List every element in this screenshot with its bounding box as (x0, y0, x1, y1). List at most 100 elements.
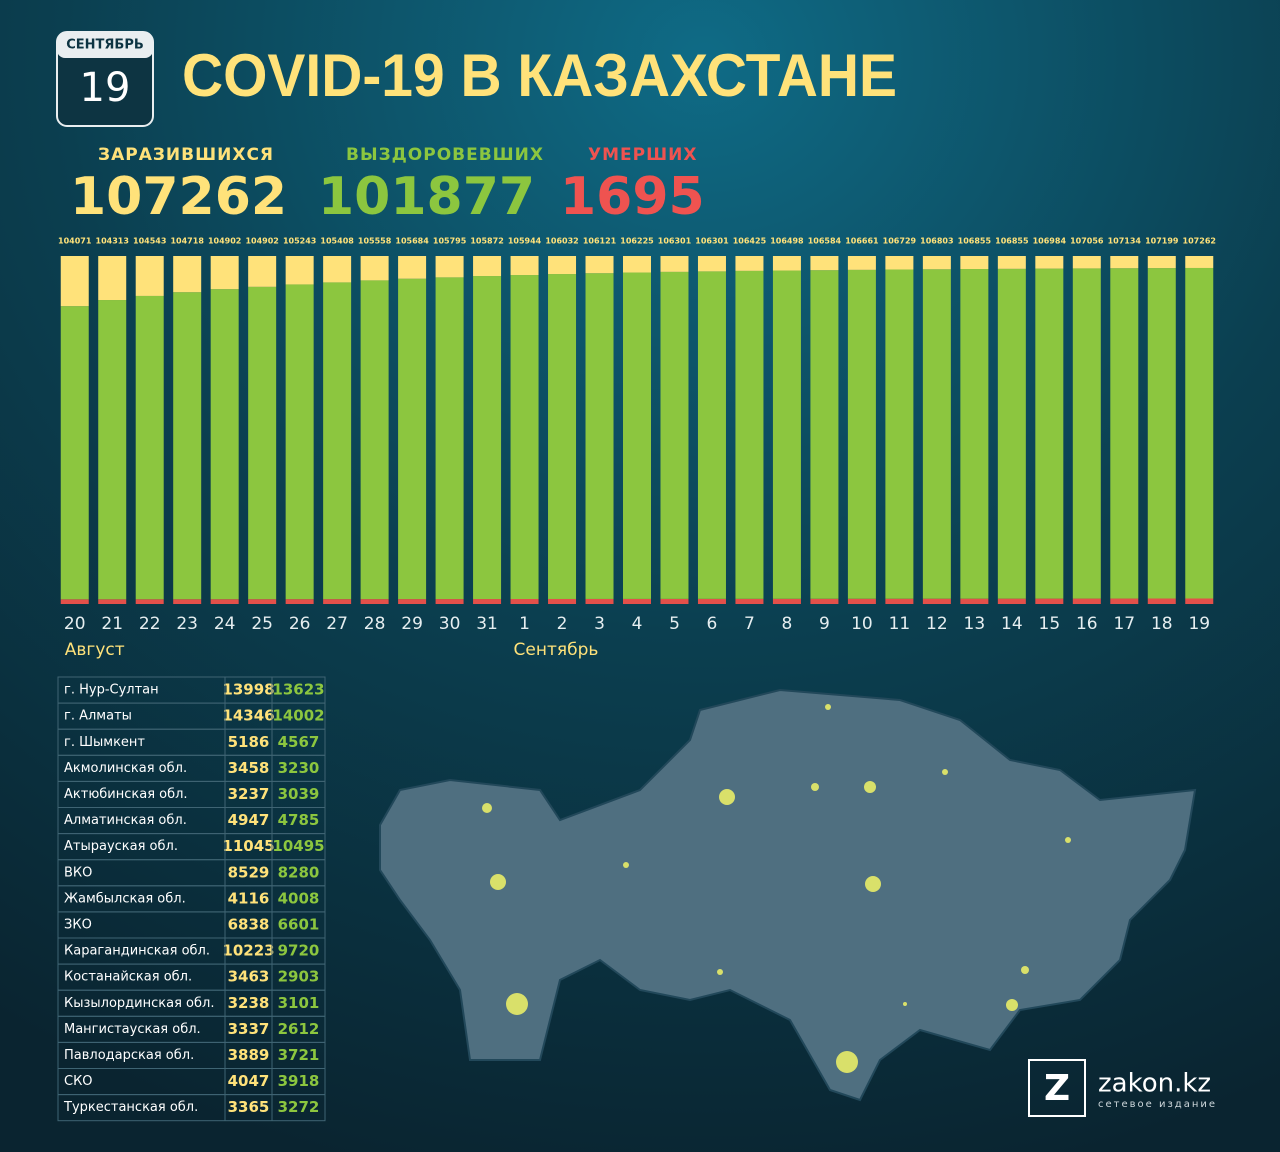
x-tick-label: 26 (289, 614, 311, 634)
x-tick-label: 22 (139, 614, 161, 634)
total-label: 106225 (620, 237, 654, 246)
bar-segment (510, 256, 539, 276)
total-label: 106984 (1033, 237, 1067, 246)
bar-segment (697, 256, 726, 272)
infected-cell: 13998 (222, 681, 274, 699)
infected-cell: 3463 (228, 968, 270, 986)
total-label: 106584 (808, 237, 842, 246)
recovered-cell: 8280 (278, 863, 320, 881)
map-dot (1006, 999, 1018, 1011)
total-label: 106498 (770, 237, 804, 246)
bar-segment (98, 300, 127, 600)
total-label: 106855 (995, 237, 1029, 246)
map-outline (379, 688, 1197, 1102)
bar-segment (847, 256, 876, 270)
bar-segment (285, 599, 314, 604)
bar-segment (623, 598, 651, 604)
total-label: 104543 (133, 237, 166, 246)
total-label: 105408 (320, 237, 354, 246)
total-label: 107134 (1108, 237, 1142, 246)
bar-segment (1035, 268, 1064, 599)
bar-segment (660, 256, 689, 272)
bar-segment (323, 282, 352, 600)
bar-segment (435, 277, 464, 600)
map-dot (811, 783, 819, 791)
bar-segment (98, 256, 127, 301)
x-tick-label: 17 (1113, 614, 1135, 634)
region-name: г. Шымкент (64, 735, 145, 750)
infected-cell: 8529 (228, 863, 270, 881)
total-label: 106301 (695, 237, 729, 246)
bar-segment (1147, 598, 1176, 604)
x-tick-label: 6 (707, 614, 718, 634)
chart-title: COVID-19 В КАЗАХСТАНЕ (182, 42, 897, 109)
bar-segment (510, 275, 539, 600)
infected-cell: 3237 (228, 785, 270, 803)
region-name: Костанайская обл. (64, 970, 192, 985)
bar-segment (585, 273, 614, 599)
recovered-cell: 4785 (278, 811, 320, 829)
x-group-label: Сентябрь (514, 640, 599, 660)
region-name: Акмолинская обл. (64, 761, 187, 776)
infected-cell: 3238 (228, 994, 270, 1012)
bar-segment (548, 274, 577, 599)
bar-segment (660, 271, 689, 599)
total-label: 105558 (358, 237, 392, 246)
recovered-cell: 13623 (272, 681, 324, 699)
bar-segment (1110, 598, 1139, 604)
bar-segment (285, 256, 314, 285)
map-dot (1065, 837, 1071, 843)
bar-segment (885, 256, 914, 270)
bar-segment (1185, 267, 1214, 599)
badge-month: СЕНТЯБРЬ (66, 38, 144, 53)
stat-label: ЗАРАЗИВШИХСЯ (98, 145, 274, 165)
total-label: 106855 (958, 237, 992, 246)
bar-segment (323, 256, 352, 283)
total-label: 104071 (58, 237, 92, 246)
total-label: 106121 (583, 237, 617, 246)
x-tick-label: 2 (557, 614, 568, 634)
total-label: 106803 (920, 237, 953, 246)
bar-segment (173, 256, 202, 293)
recovered-cell: 14002 (272, 707, 324, 725)
bar-segment (1072, 256, 1101, 269)
x-tick-label: 12 (926, 614, 948, 634)
recovered-cell: 3230 (278, 759, 320, 777)
bar-segment (735, 270, 764, 599)
total-label: 105872 (470, 237, 503, 246)
logo-frame (1028, 1059, 1086, 1117)
bar-segment (885, 598, 914, 604)
bar-segment (210, 599, 239, 604)
bar-segment (473, 276, 502, 600)
x-tick-label: 18 (1151, 614, 1173, 634)
x-tick-label: 4 (632, 614, 643, 634)
region-name: Алматинская обл. (64, 813, 187, 828)
bar-segment (1147, 256, 1176, 269)
bar-segment (173, 599, 202, 604)
total-label: 106301 (658, 237, 692, 246)
map-dot (903, 1002, 907, 1006)
x-tick-label: 10 (851, 614, 873, 634)
recovered-cell: 6601 (278, 915, 320, 933)
infected-cell: 4947 (228, 811, 270, 829)
bar-segment (60, 306, 89, 600)
x-tick-label: 23 (176, 614, 198, 634)
x-group-label: Август (65, 640, 125, 660)
x-tick-label: 19 (1188, 614, 1210, 634)
total-label: 106729 (883, 237, 917, 246)
total-label: 104902 (245, 237, 278, 246)
region-name: Карагандинская обл. (64, 944, 210, 959)
bar-segment (548, 256, 577, 275)
map-dot (490, 874, 506, 890)
x-tick-label: 13 (964, 614, 986, 634)
infected-cell: 4116 (228, 889, 270, 907)
recovered-cell: 2903 (278, 968, 320, 986)
total-label: 104313 (96, 237, 129, 246)
infected-cell: 6838 (228, 915, 270, 933)
map-dot (825, 704, 831, 710)
recovered-cell: 3039 (278, 785, 320, 803)
region-name: Жамбылская обл. (64, 891, 186, 906)
map-dot (942, 769, 948, 775)
bar-segment (135, 599, 164, 604)
